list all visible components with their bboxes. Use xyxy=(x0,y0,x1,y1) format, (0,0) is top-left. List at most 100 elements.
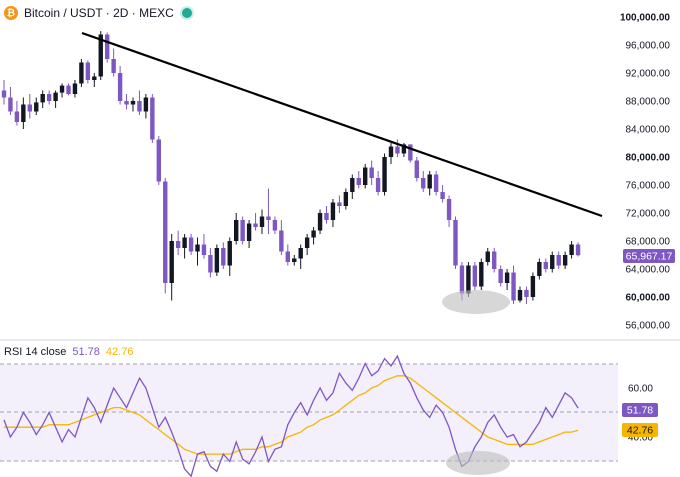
candle xyxy=(479,258,484,290)
chart-title[interactable]: Bitcoin / USDT · 2D · MEXC xyxy=(24,6,174,20)
candle xyxy=(517,286,523,303)
candle xyxy=(350,174,355,199)
rsi-ma-value: 42.76 xyxy=(105,346,134,358)
candle xyxy=(143,94,149,119)
candle xyxy=(46,90,52,105)
candle xyxy=(492,248,497,273)
candle xyxy=(92,73,97,87)
candle xyxy=(446,195,452,227)
candle xyxy=(311,227,316,245)
price-axis[interactable]: 100,000.00 96,000.00 92,000.00 88,000.00 84,… xyxy=(620,13,670,332)
price-tick-label: 84,000.00 xyxy=(626,125,671,136)
candle xyxy=(34,97,39,115)
price-tick-label: 56,000.00 xyxy=(626,321,671,332)
candle xyxy=(14,101,20,126)
price-candles xyxy=(1,31,581,304)
candle xyxy=(279,220,284,255)
trendline[interactable] xyxy=(81,31,603,218)
candle xyxy=(356,171,361,189)
candle xyxy=(453,216,458,269)
candle xyxy=(388,143,394,164)
candle xyxy=(40,90,45,108)
highlight-ellipse-rsi xyxy=(446,451,510,475)
bitcoin-icon: ₿ xyxy=(4,6,18,20)
candle xyxy=(427,171,432,196)
candle xyxy=(414,157,419,182)
candle xyxy=(550,251,555,273)
candle xyxy=(208,248,213,278)
highlight-ellipse-price xyxy=(442,290,510,314)
price-tick-label: 68,000.00 xyxy=(626,237,671,248)
rsi-series xyxy=(3,354,579,477)
candle xyxy=(137,90,142,115)
candle xyxy=(337,195,342,213)
candle xyxy=(343,188,349,210)
candle xyxy=(266,188,271,234)
candle xyxy=(53,90,58,108)
candle xyxy=(117,66,123,105)
candle xyxy=(21,97,26,129)
candle xyxy=(382,153,387,196)
candle xyxy=(298,244,303,269)
candle xyxy=(240,216,245,245)
last-price-badge: 65,967.17 xyxy=(623,249,675,263)
candle xyxy=(421,171,426,192)
rsi-legend[interactable]: RSI 14 close 51.78 42.76 xyxy=(4,346,133,358)
candle xyxy=(111,48,116,77)
rsi-ma-series xyxy=(4,375,579,455)
candle xyxy=(440,185,445,203)
price-tick-label: 60,000.00 xyxy=(626,293,671,304)
rsi-axis[interactable]: 60.00 40.00 xyxy=(628,384,653,444)
last-price-label: 65,967.17 xyxy=(626,251,673,263)
candle xyxy=(543,258,548,273)
candle xyxy=(330,199,336,227)
price-tick-label: 96,000.00 xyxy=(626,41,671,52)
rsi-title: RSI 14 close xyxy=(4,346,67,358)
candle xyxy=(272,216,278,234)
rsi-badge: 51.78 xyxy=(622,403,658,417)
candle xyxy=(524,286,529,304)
rsi-tick-label: 40.00 xyxy=(628,433,653,444)
candle xyxy=(124,94,129,110)
market-status-icon xyxy=(181,8,192,18)
candle xyxy=(363,164,368,189)
candle xyxy=(433,171,439,196)
rsi-value: 51.78 xyxy=(72,346,100,358)
chart-header: ₿ Bitcoin / USDT · 2D · MEXC xyxy=(4,4,192,22)
price-tick-label: 72,000.00 xyxy=(626,209,671,220)
rsi-ma-badge-label: 42.76 xyxy=(627,425,653,437)
candle xyxy=(66,83,71,96)
candle xyxy=(150,94,155,143)
candle xyxy=(304,234,310,255)
candle xyxy=(195,237,200,266)
candle xyxy=(79,59,84,87)
candle xyxy=(511,265,516,304)
candle xyxy=(369,160,374,185)
price-tick-label: 100,000.00 xyxy=(620,13,670,24)
candle xyxy=(575,242,581,257)
candle xyxy=(317,209,323,234)
price-tick-label: 76,000.00 xyxy=(626,181,671,192)
candle xyxy=(1,80,7,105)
candle xyxy=(556,251,561,269)
candle xyxy=(253,213,258,231)
candle xyxy=(537,258,542,280)
candle xyxy=(130,97,136,112)
candle xyxy=(375,171,381,196)
candle xyxy=(485,248,490,266)
price-tick-label: 80,000.00 xyxy=(626,153,671,164)
candle xyxy=(169,234,174,301)
rsi-badge-label: 51.78 xyxy=(627,405,653,417)
rsi-tick-label: 60.00 xyxy=(628,384,653,395)
price-tick-label: 88,000.00 xyxy=(626,97,671,108)
candle xyxy=(163,178,168,294)
candle xyxy=(72,80,78,98)
price-tick-label: 64,000.00 xyxy=(626,265,671,276)
price-tick-label: 92,000.00 xyxy=(626,69,671,80)
candle xyxy=(59,83,65,98)
candle xyxy=(85,60,91,84)
candle xyxy=(395,139,400,157)
candle xyxy=(292,255,297,266)
candle xyxy=(562,251,568,269)
